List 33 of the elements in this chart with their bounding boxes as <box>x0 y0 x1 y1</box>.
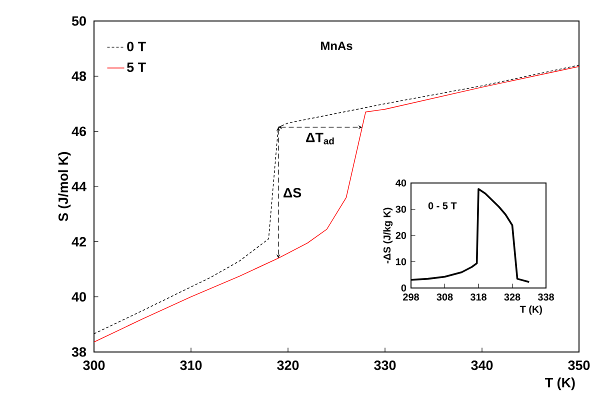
x-tick-label: 318 <box>470 294 487 301</box>
x-tick-label: 310 <box>180 360 202 370</box>
x-axis-title: T (K) <box>520 306 542 315</box>
x-tick-label: 308 <box>436 294 453 301</box>
y-axis-title: S (J/mol K) <box>58 152 71 222</box>
y-tick-label: 0 <box>401 284 406 292</box>
x-tick-label: 338 <box>538 294 554 301</box>
x-tick-label: 328 <box>504 294 520 301</box>
x-tick-label: 350 <box>568 360 590 370</box>
legend-label: 5 T <box>127 62 146 72</box>
y-tick-label: 40 <box>72 292 86 302</box>
y-axis-title: -ΔS (J/kg K) <box>383 208 393 264</box>
y-tick-label: 20 <box>396 232 406 240</box>
annotation: ΔS <box>284 188 302 198</box>
y-tick-label: 48 <box>72 71 86 81</box>
x-tick-label: 340 <box>471 360 493 370</box>
y-tick-label: 30 <box>396 206 406 213</box>
x-tick-label: 300 <box>83 360 105 370</box>
y-tick-label: 50 <box>72 16 86 26</box>
y-tick-label: 42 <box>72 236 86 246</box>
y-tick-label: 40 <box>396 179 406 187</box>
y-tick-label: 10 <box>396 258 406 266</box>
x-tick-label: 330 <box>374 360 396 370</box>
annotation: 0 - 5 T <box>428 202 457 210</box>
x-tick-label: 298 <box>403 294 420 301</box>
annotation: ΔT$_{ad}$ <box>306 132 334 144</box>
legend-label: 0 T <box>127 42 146 52</box>
x-axis-title: T (K) <box>545 378 575 390</box>
text: MnAs <box>321 42 352 50</box>
y-tick-label: 46 <box>72 126 86 136</box>
y-tick-label: 44 <box>72 182 86 192</box>
y-tick-label: 38 <box>72 347 86 357</box>
x-tick-label: 320 <box>277 360 299 370</box>
